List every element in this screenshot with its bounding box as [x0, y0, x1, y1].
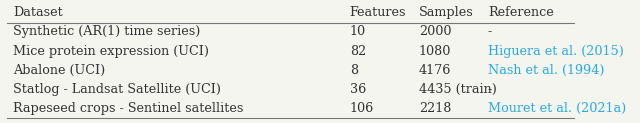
Text: -: -: [488, 83, 492, 96]
Text: 10: 10: [350, 25, 366, 38]
Text: 4435 (train): 4435 (train): [419, 83, 497, 96]
Text: 2218: 2218: [419, 102, 451, 115]
Text: 82: 82: [350, 45, 366, 58]
Text: Abalone (UCI): Abalone (UCI): [13, 64, 105, 77]
Text: Mouret et al. (2021a): Mouret et al. (2021a): [488, 102, 626, 115]
Text: 2000: 2000: [419, 25, 451, 38]
Text: 1080: 1080: [419, 45, 451, 58]
Text: Samples: Samples: [419, 6, 474, 19]
Text: 36: 36: [350, 83, 366, 96]
Text: Nash et al. (1994): Nash et al. (1994): [488, 64, 605, 77]
Text: 106: 106: [350, 102, 374, 115]
Text: Synthetic (AR(1) time series): Synthetic (AR(1) time series): [13, 25, 200, 38]
Text: 4176: 4176: [419, 64, 451, 77]
Text: -: -: [488, 25, 492, 38]
Text: Dataset: Dataset: [13, 6, 63, 19]
Text: Reference: Reference: [488, 6, 554, 19]
Text: Rapeseed crops - Sentinel satellites: Rapeseed crops - Sentinel satellites: [13, 102, 243, 115]
Text: 8: 8: [350, 64, 358, 77]
Text: Mice protein expression (UCI): Mice protein expression (UCI): [13, 45, 209, 58]
Text: Statlog - Landsat Satellite (UCI): Statlog - Landsat Satellite (UCI): [13, 83, 221, 96]
Text: Higuera et al. (2015): Higuera et al. (2015): [488, 45, 624, 58]
Text: Features: Features: [350, 6, 406, 19]
